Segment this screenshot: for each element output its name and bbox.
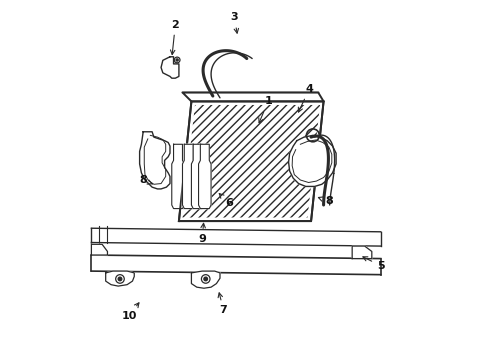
Polygon shape xyxy=(172,144,184,208)
Text: 8: 8 xyxy=(139,175,152,185)
Polygon shape xyxy=(192,271,220,288)
Polygon shape xyxy=(179,102,323,221)
Polygon shape xyxy=(92,244,107,255)
Polygon shape xyxy=(182,144,195,208)
Polygon shape xyxy=(106,271,134,286)
Text: 2: 2 xyxy=(171,19,179,55)
Polygon shape xyxy=(140,132,170,189)
Circle shape xyxy=(118,277,122,281)
Text: 8: 8 xyxy=(318,197,333,206)
Text: 1: 1 xyxy=(259,96,272,123)
Polygon shape xyxy=(352,246,372,258)
Circle shape xyxy=(204,277,207,281)
Polygon shape xyxy=(289,135,336,186)
Circle shape xyxy=(176,59,178,61)
Polygon shape xyxy=(192,144,204,208)
Polygon shape xyxy=(161,57,179,78)
Polygon shape xyxy=(198,144,211,208)
Polygon shape xyxy=(92,228,381,246)
Text: 10: 10 xyxy=(121,303,139,321)
Polygon shape xyxy=(92,255,381,275)
Text: 5: 5 xyxy=(363,257,385,271)
Text: 9: 9 xyxy=(198,223,206,244)
Text: 3: 3 xyxy=(230,13,239,33)
Text: 6: 6 xyxy=(219,194,233,208)
Text: 4: 4 xyxy=(298,84,313,112)
Text: 7: 7 xyxy=(218,293,227,315)
